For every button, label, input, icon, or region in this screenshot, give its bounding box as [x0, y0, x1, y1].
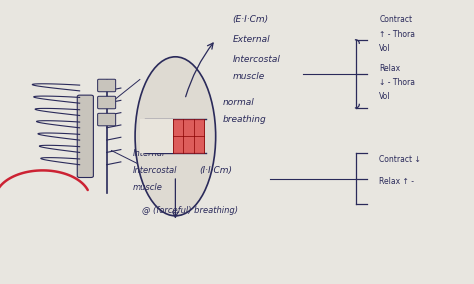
Text: Intercostal: Intercostal [133, 166, 177, 175]
Text: ↓ - Thora: ↓ - Thora [379, 78, 415, 87]
Ellipse shape [135, 57, 216, 216]
Text: Contract: Contract [379, 15, 412, 24]
Text: Vol: Vol [379, 44, 391, 53]
Text: muscle: muscle [133, 183, 163, 192]
Text: Internal: Internal [133, 149, 165, 158]
Text: Vol: Vol [379, 92, 391, 101]
Text: (E·I·Cm): (E·I·Cm) [232, 15, 268, 24]
Text: breathing: breathing [223, 115, 266, 124]
FancyBboxPatch shape [98, 113, 116, 126]
Text: @ (forceful) breathing): @ (forceful) breathing) [142, 206, 238, 215]
Text: Contract ↓: Contract ↓ [379, 154, 421, 164]
Bar [140, 119, 173, 153]
FancyBboxPatch shape [98, 96, 116, 109]
Bar [173, 119, 204, 153]
Text: Intercostal: Intercostal [232, 55, 280, 64]
Text: ↑ - Thora: ↑ - Thora [379, 30, 415, 39]
FancyBboxPatch shape [98, 79, 116, 92]
Text: External: External [232, 35, 270, 44]
Text: normal: normal [223, 98, 255, 107]
FancyBboxPatch shape [77, 95, 93, 178]
Text: (I·I·Cm): (I·I·Cm) [199, 166, 232, 175]
Text: muscle: muscle [232, 72, 264, 81]
Text: Relax: Relax [379, 64, 401, 73]
Text: Relax ↑ -: Relax ↑ - [379, 177, 414, 186]
